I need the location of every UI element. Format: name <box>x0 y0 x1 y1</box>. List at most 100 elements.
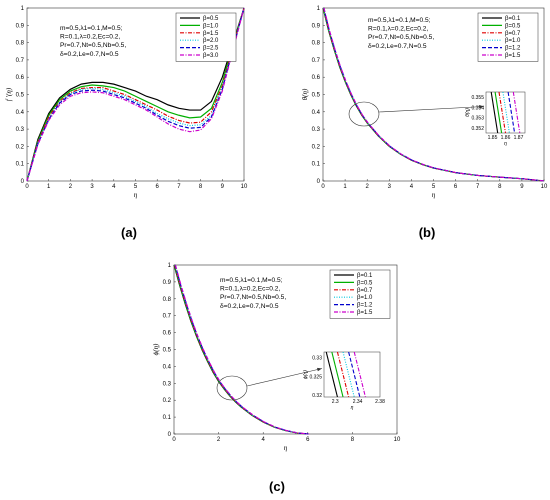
legend-label: β=1.2 <box>505 46 521 52</box>
x-axis-label: η <box>432 191 436 199</box>
x-tick-label: 4 <box>410 184 414 190</box>
y-tick-label: 1 <box>317 6 321 12</box>
y-tick-label: 1 <box>21 6 25 12</box>
y-tick-label: 0.6 <box>163 331 172 337</box>
y-tick-label: 0.7 <box>16 58 25 64</box>
x-tick-label: 5 <box>134 184 138 190</box>
caption-a: (a) <box>121 225 137 240</box>
y-tick-label: 0.5 <box>163 348 172 354</box>
legend-label: β=0.1 <box>505 16 521 22</box>
y-tick-label: 0.7 <box>163 314 172 320</box>
inset-y-tick-label: 0.325 <box>309 374 322 380</box>
x-tick-label: 10 <box>241 184 248 190</box>
y-tick-label: 0.6 <box>16 75 25 81</box>
x-tick-label: 0 <box>172 437 176 443</box>
inset-series-line <box>331 352 344 397</box>
x-tick-label: 8 <box>351 437 355 443</box>
x-tick-label: 6 <box>156 184 160 190</box>
legend-label: β=2.5 <box>203 46 219 52</box>
caption-b: (b) <box>419 225 436 240</box>
x-tick-label: 6 <box>306 437 310 443</box>
y-tick-label: 0.3 <box>16 127 25 133</box>
inset-x-axis-label: η <box>504 141 507 147</box>
parameter-line: Pr=0.7,Nt=0.5,Nb=0.5, <box>60 42 126 49</box>
x-tick-label: 1 <box>343 184 347 190</box>
x-tick-label: 0 <box>321 184 325 190</box>
y-tick-label: 0.4 <box>312 110 321 116</box>
inset-lines <box>490 92 521 133</box>
y-tick-label: 0 <box>317 179 321 185</box>
y-tick-label: 0.6 <box>312 75 321 81</box>
caption-c: (c) <box>269 479 285 494</box>
x-tick-label: 9 <box>520 184 524 190</box>
parameter-line: Pr=0.7,Nt=0.5,Nb=0.5, <box>220 294 286 301</box>
series-line <box>26 7 245 182</box>
inset-series-line <box>502 92 510 133</box>
y-tick-label: 0.4 <box>16 110 25 116</box>
parameter-line: R=0.1,λ=0.2,Ec=0.2, <box>220 286 280 293</box>
parameter-line: m=0.5,λ1=0.1,M=0.5; <box>368 17 431 24</box>
inset-x-tick-label: 1.85 <box>488 135 498 141</box>
legend-label: β=3.0 <box>203 53 219 59</box>
inset-lines <box>325 352 366 397</box>
x-tick-label: 10 <box>541 184 548 190</box>
inset-x-tick-label: 2.3 <box>332 399 339 405</box>
parameter-line: m=0.5,λ1=0.1,M=0.5; <box>60 25 123 32</box>
y-tick-label: 0.3 <box>163 381 172 387</box>
series-line <box>26 7 245 182</box>
series-line <box>26 7 245 182</box>
zoom-arrow <box>246 368 323 387</box>
legend-label: β=0.7 <box>357 288 373 294</box>
inset-x-tick-label: 2.38 <box>375 399 385 405</box>
x-tick-label: 4 <box>112 184 116 190</box>
y-tick-label: 0.1 <box>16 162 25 168</box>
y-tick-label: 0.9 <box>16 23 25 29</box>
series-line <box>323 7 545 182</box>
inset-series-line <box>342 352 355 397</box>
legend-label: β=1.2 <box>357 303 373 309</box>
chart-c-concentration-profile: 0 2 4 6 8 10 0 0.1 0.2 0.3 0.4 0.5 0.6 0.7 0.8 0.9 1 η ϕ(η… <box>152 263 401 452</box>
inset-series-line <box>490 92 499 133</box>
y-tick-label: 0.8 <box>163 297 172 303</box>
x-tick-label: 0 <box>25 184 29 190</box>
inset-series-line <box>348 352 361 397</box>
y-axis-label: θ(η) <box>301 88 309 100</box>
x-tick-label: 2 <box>366 184 370 190</box>
chart-a-velocity-profile: 0 1 2 3 4 5 6 7 8 9 10 0 0.1 0.2 0.3 0.4 0.5 0.6 0.7 0.8 0.9… <box>5 6 248 199</box>
x-tick-label: 9 <box>221 184 225 190</box>
inset-y-tick-label: 0.353 <box>471 116 484 122</box>
legend-label: β=2.0 <box>203 38 219 44</box>
inset-y-tick-label: 0.352 <box>471 126 484 132</box>
x-tick-label: 3 <box>388 184 392 190</box>
inset-x-tick-label: 1.87 <box>514 135 524 141</box>
zoom-ellipse <box>216 375 248 401</box>
y-tick-label: 0.5 <box>16 93 25 99</box>
legend-label: β=0.5 <box>505 23 521 29</box>
x-axis-label: η <box>284 444 288 452</box>
y-tick-label: 0.8 <box>312 41 321 47</box>
inset-x-tick-label: 2.34 <box>353 399 363 405</box>
parameter-line: δ=0.2,Le=0.7,N=0.5 <box>220 303 279 310</box>
x-tick-label: 8 <box>199 184 203 190</box>
legend-box <box>477 12 539 62</box>
series-line <box>26 7 245 182</box>
y-tick-label: 0.2 <box>312 144 321 150</box>
legend-box <box>329 269 391 319</box>
x-tick-label: 8 <box>498 184 502 190</box>
zoom-ellipse <box>348 101 380 127</box>
parameter-line: Pr=0.7,Nt=0.5,Nb=0.5, <box>368 34 434 41</box>
inset-b: 1.85 1.86 1.87 0.352 0.353 0.354 0.355 η θ(η) <box>465 91 526 147</box>
inset-series-line <box>512 92 521 133</box>
x-tick-label: 2 <box>69 184 73 190</box>
parameter-line: δ=0.2,Le=0.7,N=0.5 <box>60 51 119 58</box>
y-tick-label: 0.5 <box>312 93 321 99</box>
y-tick-label: 0 <box>168 432 172 438</box>
legend-label: β=1.5 <box>505 53 521 59</box>
x-axis-label: η <box>134 191 138 199</box>
legend-label: β=0.5 <box>203 16 219 22</box>
series-line <box>26 7 245 182</box>
y-axis-label: ϕ(η) <box>152 343 160 355</box>
inset-x-tick-label: 1.86 <box>501 135 511 141</box>
inset-series-line <box>325 352 338 397</box>
